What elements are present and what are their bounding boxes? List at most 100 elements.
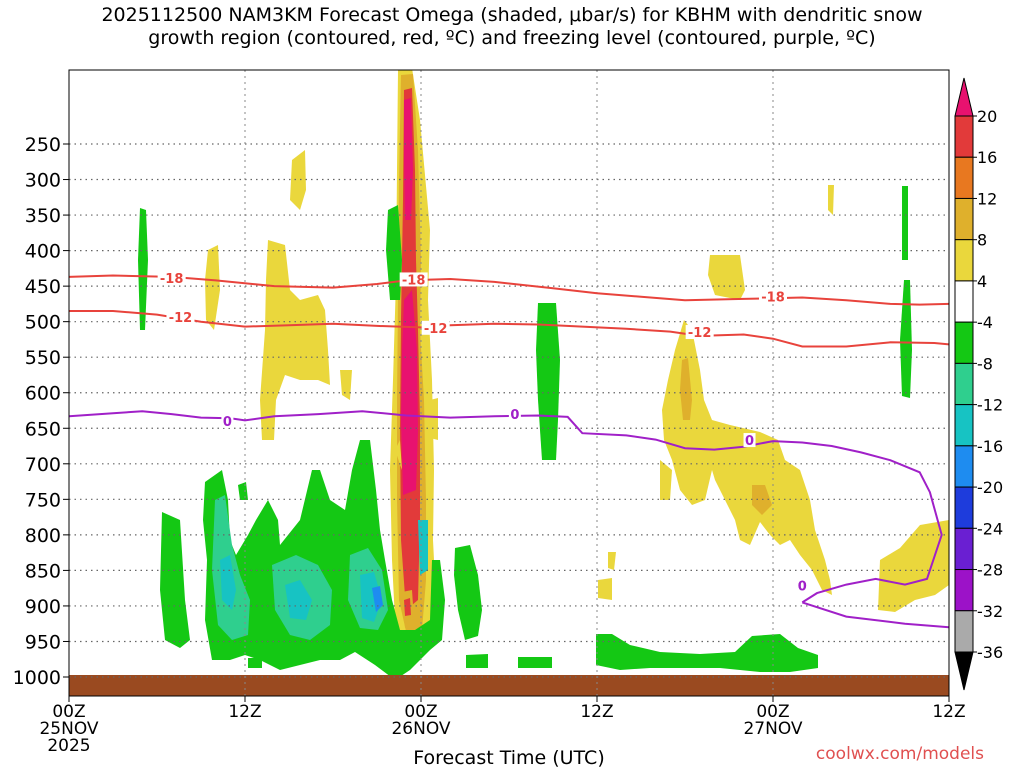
dgz-contour-label-bg — [157, 271, 186, 286]
colorbar-label: -16 — [977, 437, 1003, 456]
colorbar-label: 12 — [977, 189, 997, 208]
omega-yellow-2 — [260, 240, 330, 440]
colorbar-box — [954, 362, 974, 406]
colorbar-label: 16 — [977, 148, 997, 167]
colorbar-label: -28 — [977, 561, 1003, 580]
y-tick-label: 500 — [25, 312, 61, 334]
omega-green-7 — [203, 440, 445, 680]
y-tick-label: 850 — [25, 560, 61, 582]
colorbar-box — [954, 569, 974, 612]
omega-yellow-5 — [430, 398, 438, 440]
colorbar-label: -20 — [977, 478, 1003, 497]
dgz-contour-label-bg — [759, 289, 787, 304]
dgz-contour-label: -12 — [688, 326, 712, 341]
freezing-level-label: 0 — [223, 415, 232, 430]
dgz-contour — [69, 310, 949, 348]
omega-green-11 — [518, 657, 552, 668]
omega-yellow-11 — [878, 520, 949, 612]
dgz-contour-label: -18 — [761, 291, 785, 306]
y-tick-label: 600 — [25, 383, 61, 405]
y-tick-label: 300 — [25, 170, 61, 192]
x-axis-label: Forecast Time (UTC) — [413, 747, 604, 768]
y-tick-label: 650 — [25, 418, 61, 440]
omega-yellow-9 — [662, 320, 832, 595]
freezing-level-label: 0 — [798, 580, 807, 595]
omega-yellow-3 — [205, 245, 220, 330]
x-tick-label: 26NOV — [391, 719, 450, 739]
dgz-contour-label-bg — [421, 320, 450, 335]
omega-column-pink-upper — [404, 98, 413, 220]
y-tick-label: 700 — [25, 454, 61, 476]
dgz-contour-label: -18 — [402, 273, 426, 288]
omega-green-12 — [596, 634, 818, 672]
y-tick-label: 450 — [25, 276, 61, 298]
omega-red-low — [404, 598, 411, 616]
y-tick-label: 350 — [25, 205, 61, 227]
omega-green-6 — [160, 512, 190, 648]
omega-yellow-8 — [828, 185, 834, 215]
colorbar-up-triangle-icon — [954, 77, 974, 117]
freezing-level-label-bg — [796, 578, 809, 593]
omega-shading — [138, 70, 949, 680]
x-tick-label: 12Z — [580, 702, 613, 722]
chart-title-line1: 2025112500 NAM3KM Forecast Omega (shaded… — [101, 4, 923, 26]
freezing-level-contour — [69, 410, 943, 604]
y-tick-label: 900 — [25, 596, 61, 618]
colorbar-label: 8 — [977, 231, 987, 250]
x-tick-label: 12Z — [932, 702, 965, 722]
chart-title: 2025112500 NAM3KM Forecast Omega (shaded… — [0, 4, 1024, 50]
colorbar-label: -4 — [977, 313, 993, 332]
dgz-contour-label: -12 — [169, 311, 193, 326]
dgz-contour-label-bg — [399, 272, 428, 287]
y-tick-label: 250 — [25, 134, 61, 156]
credit-text: coolwx.com/models — [815, 744, 984, 764]
omega-green-2 — [386, 205, 402, 300]
omega-green-13 — [248, 658, 262, 668]
omega-orange-right-2 — [752, 485, 772, 515]
omega-green-4 — [902, 186, 908, 260]
plot-frame — [68, 69, 950, 697]
omega-yellow-1 — [290, 150, 306, 210]
y-tick-label: 400 — [25, 241, 61, 263]
colorbar-label: 4 — [977, 272, 987, 291]
dgz-contour-label: -18 — [160, 272, 184, 287]
colorbar-box — [954, 197, 974, 241]
x-tick-label: 00Z — [404, 702, 437, 722]
contours: -18 -18 -18 -12 -12 -12 0 0 0 0 — [69, 271, 949, 629]
omega-orange-right-1 — [680, 358, 692, 420]
omega-yellow-7 — [708, 255, 745, 300]
x-tick-label: 25NOV — [39, 719, 98, 739]
x-tick-label: 00Z — [52, 702, 85, 722]
x-tick-label: 00Z — [756, 702, 789, 722]
freezing-level-label: 0 — [510, 408, 519, 423]
omega-green-10 — [466, 654, 488, 668]
omega-yellow-10 — [660, 460, 672, 500]
chart-title-line2: growth region (contoured, red, ºC) and f… — [148, 27, 876, 49]
dgz-contour-label: -12 — [424, 322, 448, 337]
omega-cyan-1 — [220, 555, 236, 610]
dgz-contour-label-bg — [166, 310, 195, 325]
colorbar-box — [954, 486, 974, 529]
y-tick-label: 550 — [25, 347, 61, 369]
colorbar-label: -36 — [977, 643, 1003, 662]
omega-green-5 — [900, 280, 912, 398]
omega-green-1 — [138, 208, 148, 330]
dgz-contour — [69, 274, 949, 306]
colorbar-label: -24 — [977, 519, 1003, 538]
omega-column-pink-lower — [401, 290, 418, 495]
omega-blue-1 — [372, 586, 383, 612]
colorbar-box — [954, 239, 974, 282]
dgz-contour-label-bg — [685, 325, 714, 340]
y-tick-label: 1000 — [13, 667, 61, 689]
x-tick-label: 27NOV — [743, 719, 802, 739]
omega-green-9 — [238, 482, 248, 500]
y-tick-label: 800 — [25, 525, 61, 547]
omega-yellow-4 — [340, 370, 352, 400]
omega-yellow-6 — [395, 440, 402, 470]
omega-yellow-13 — [608, 552, 616, 570]
omega-cyan-2 — [285, 580, 312, 620]
colorbar-box — [954, 610, 974, 653]
omega-yellow-12 — [598, 578, 612, 600]
